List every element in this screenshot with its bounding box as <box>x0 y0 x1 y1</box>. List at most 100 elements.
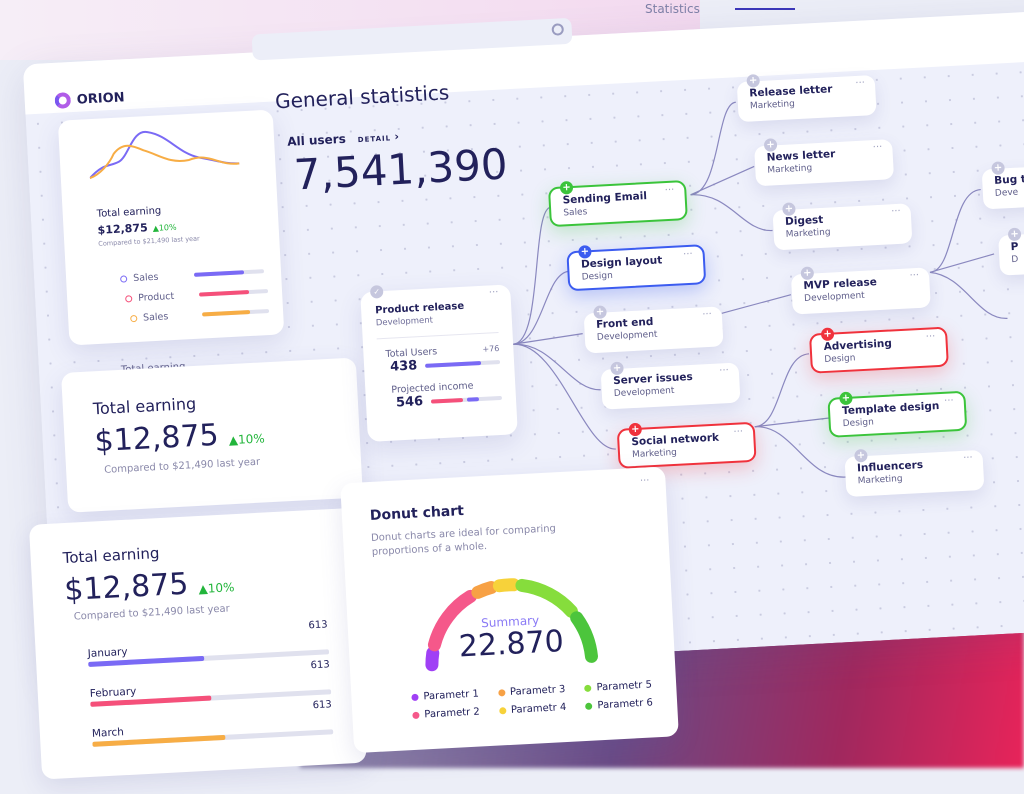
gauge-chart <box>425 578 598 672</box>
legend-dot-icon <box>584 684 592 692</box>
projected-income-value: 546 <box>395 394 424 411</box>
legend-item: Parametr 2 <box>412 702 499 725</box>
plus-icon[interactable]: + <box>820 327 835 342</box>
more-icon[interactable]: ··· <box>488 286 499 299</box>
legend-dot-icon <box>412 711 420 719</box>
plus-icon[interactable]: + <box>763 138 778 152</box>
earning-summary-card: Total earning $12,875 ▲10% Compared to $2… <box>57 109 285 346</box>
more-icon[interactable]: ··· <box>639 475 650 487</box>
more-icon[interactable]: ··· <box>682 248 693 261</box>
more-icon[interactable]: ··· <box>962 452 974 464</box>
income-progress-bar <box>431 395 503 404</box>
flow-node[interactable]: + ··· Sending Email Sales <box>547 180 688 228</box>
legend-label: Parametr 4 <box>510 701 567 716</box>
more-icon[interactable]: ··· <box>718 365 730 377</box>
flow-node[interactable]: + ··· Social network Marketing <box>616 421 757 469</box>
row-progress-bar <box>201 308 270 317</box>
gauge-segment-3 <box>471 580 498 599</box>
row-label: Sales <box>142 310 169 324</box>
chart-legend: Parametr 1 Parametr 2 Parametr 3 Parametr 4… <box>411 674 673 724</box>
total-users-value: 438 <box>389 358 418 375</box>
more-icon[interactable]: ··· <box>733 426 744 438</box>
flow-node[interactable]: + ··· Advertising Design <box>809 326 949 374</box>
gauge-segment-5 <box>515 578 578 618</box>
flow-node[interactable]: + ··· Digest Marketing <box>772 202 913 251</box>
circle-icon <box>125 294 133 302</box>
flow-node[interactable]: + ··· Server issues Development <box>600 361 741 410</box>
flow-node[interactable]: + ··· Front end Development <box>583 305 724 354</box>
legend-label: Parametr 1 <box>423 688 480 702</box>
plus-icon[interactable]: + <box>578 245 592 259</box>
circle-icon <box>130 314 138 322</box>
earning-value: $12,875 <box>93 417 220 460</box>
plus-icon[interactable]: + <box>839 391 853 406</box>
legend-label: Parametr 6 <box>597 696 654 711</box>
more-icon[interactable]: ··· <box>702 308 713 321</box>
month-value: 613 <box>312 699 333 712</box>
plus-icon[interactable]: + <box>800 266 815 281</box>
month-progress-bar <box>92 729 334 747</box>
check-icon: ✓ <box>369 285 384 299</box>
row-label: Sales <box>132 271 159 284</box>
plus-icon[interactable]: + <box>991 161 1005 175</box>
plus-icon[interactable]: + <box>610 361 624 376</box>
month-label: January <box>87 645 128 660</box>
row-progress-bar <box>193 269 265 277</box>
change-badge: ▲10% <box>198 580 235 597</box>
earning-line-chart <box>89 131 240 180</box>
more-icon[interactable]: ··· <box>909 269 920 282</box>
plus-icon[interactable]: + <box>854 448 868 463</box>
legend-label: Parametr 3 <box>509 683 566 698</box>
more-icon[interactable]: ··· <box>943 395 954 407</box>
product-release-card[interactable]: ✓ ··· Product release Development Total … <box>360 284 518 442</box>
row-label: Product <box>137 290 175 304</box>
donut-chart-card: ··· Donut chart Donut charts are ideal f… <box>340 466 679 754</box>
more-icon[interactable]: ··· <box>925 331 936 343</box>
flow-node[interactable]: + ··· Design layout Design <box>566 244 707 292</box>
more-icon[interactable]: ··· <box>890 205 902 218</box>
legend-label: Parametr 2 <box>424 706 481 720</box>
plus-icon[interactable]: + <box>593 305 607 320</box>
legend-dot-icon <box>411 693 419 701</box>
active-tab-indicator <box>735 8 795 10</box>
users-progress-bar <box>425 359 501 368</box>
legend-label: Parametr 5 <box>596 678 653 693</box>
gauge-segment-1 <box>425 646 440 672</box>
plus-icon[interactable]: + <box>559 180 574 195</box>
legend-dot-icon <box>497 688 506 697</box>
flow-node[interactable]: + ··· Template design Design <box>827 390 968 438</box>
tab-statistics[interactable]: Statistics <box>645 2 700 16</box>
chart-title: Donut chart <box>369 503 465 524</box>
plus-icon[interactable]: + <box>746 74 761 88</box>
total-earning-card: Total earning $12,875 ▲10% Compared to $2… <box>61 357 363 513</box>
month-value: 613 <box>308 619 328 632</box>
more-icon[interactable]: ··· <box>855 77 866 89</box>
plus-icon[interactable]: + <box>1007 227 1022 242</box>
gauge-segment-2 <box>427 589 477 652</box>
flow-node[interactable]: + ··· Release letter Marketing <box>736 74 877 123</box>
legend-item: Parametr 6 <box>585 692 672 715</box>
plus-icon[interactable]: + <box>628 422 643 437</box>
more-icon[interactable]: ··· <box>664 184 675 197</box>
chart-line-orange <box>89 144 240 180</box>
flow-node[interactable]: + ··· Influencers Marketing <box>844 448 985 498</box>
legend-dot-icon <box>585 702 593 710</box>
more-icon[interactable]: ··· <box>872 141 883 154</box>
connector-lines <box>513 101 1008 478</box>
earning-value: $12,875 <box>63 566 190 609</box>
gauge-segment-6 <box>570 611 598 663</box>
change-badge: ▲10% <box>152 222 177 233</box>
row-progress-bar <box>198 289 269 297</box>
flow-node[interactable]: + ··· News letter Marketing <box>754 138 895 187</box>
earning-value: $12,875 <box>97 221 148 237</box>
flow-node[interactable]: + ··· MVP release Development <box>790 266 931 315</box>
chart-subtitle: Donut charts are ideal for comparing pro… <box>370 523 557 558</box>
monthly-earning-card: Total earning $12,875 ▲10% Compared to $2… <box>28 507 367 780</box>
month-label: February <box>89 685 137 700</box>
plus-icon[interactable]: + <box>782 202 796 216</box>
legend-item: Parametr 4 <box>498 697 585 720</box>
change-badge: ▲10% <box>228 431 266 448</box>
month-value: 613 <box>310 659 330 672</box>
